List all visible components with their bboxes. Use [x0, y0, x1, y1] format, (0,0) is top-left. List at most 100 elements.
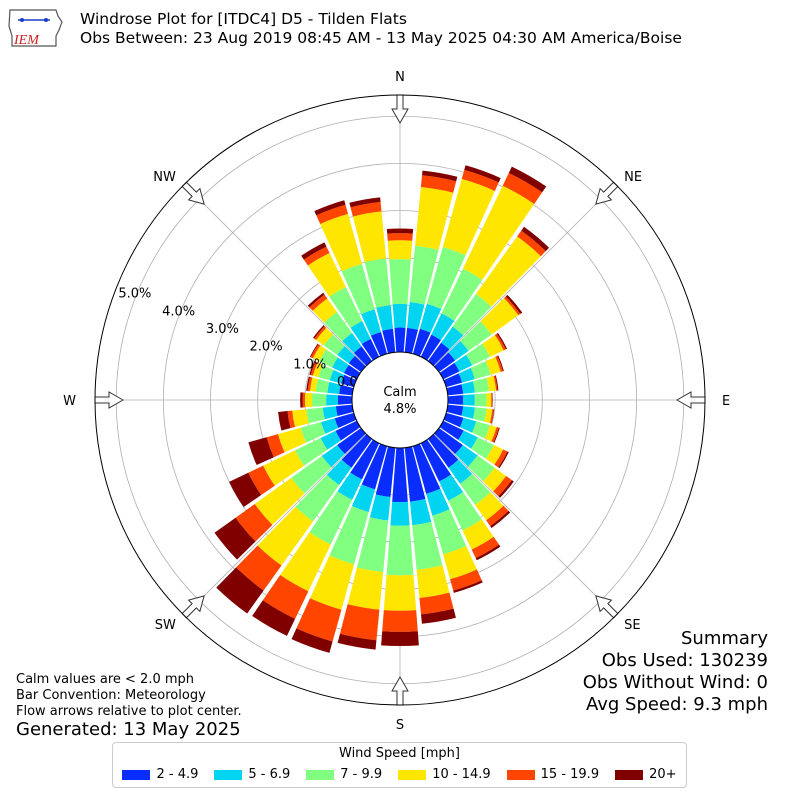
windrose-bar-segment [427, 434, 459, 468]
windrose-bar-segment [386, 525, 414, 576]
legend-swatch [122, 769, 151, 780]
windrose-bar-segment [455, 444, 478, 467]
notes-block: Calm values are < 2.0 mph Bar Convention… [16, 672, 242, 720]
compass-label: NE [624, 170, 642, 185]
legend-label: 7 - 9.9 [340, 767, 383, 782]
windrose-bar-segment [471, 437, 494, 459]
windrose-bar-segment [235, 503, 273, 542]
windrose-bar-segment [493, 475, 512, 497]
windrose-bar-segment [306, 376, 311, 391]
flow-arrow-icon [595, 181, 619, 205]
windrose-bar-segment [448, 341, 469, 361]
windrose-bar-segment [339, 384, 354, 396]
windrose-bar-segment [496, 332, 508, 350]
flow-arrow-icon [94, 391, 125, 409]
flow-arrow-icon [391, 94, 409, 125]
windrose-bar-segment [392, 447, 408, 503]
windrose-bar-segment [448, 459, 473, 484]
legend-label: 15 - 19.9 [540, 767, 600, 782]
windrose-bar-segment [461, 169, 499, 191]
windrose-bar-segment [475, 492, 504, 521]
legend-item: 15 - 19.9 [506, 767, 600, 782]
legend-swatch [615, 769, 644, 780]
windrose-bar-segment [452, 293, 492, 336]
windrose-bar-segment [462, 185, 535, 280]
summary-obs-used: Obs Used: 130239 [601, 650, 768, 671]
windrose-bar-segment [412, 521, 443, 570]
windrose-bar-segment [426, 247, 466, 310]
legend-label: 2 - 4.9 [156, 767, 199, 782]
windrose-bar-segment [491, 426, 499, 443]
windrose-bar-segment [470, 361, 491, 380]
legend-swatch [214, 769, 243, 780]
windrose-bar-segment [321, 444, 345, 468]
windrose-bar-segment [257, 506, 314, 566]
windrose-bar-segment [419, 592, 454, 615]
radial-tick-label: 3.0% [206, 322, 239, 337]
windrose-bar-segment [416, 565, 450, 598]
windrose-bar-segment [434, 352, 456, 373]
windrose-bar-segment [307, 376, 313, 392]
flow-arrow-icon [675, 391, 706, 409]
windrose-bar-segment [441, 268, 483, 321]
windrose-bar-segment [490, 510, 511, 528]
windrose-bar-segment [370, 331, 388, 357]
windrose-bar-segment [409, 245, 439, 305]
windrose-bar-segment [443, 545, 477, 580]
windrose-bar-segment [493, 375, 498, 391]
iem-logo: IEM [6, 6, 64, 50]
windrose-bar-segment [392, 303, 408, 328]
windrose-bar-segment [309, 294, 328, 311]
calm-value: 4.8% [383, 402, 416, 417]
windrose-bar-segment [491, 409, 495, 424]
grid-spoke [184, 184, 367, 367]
windrose-bar-segment [493, 427, 500, 443]
windrose-bar-segment [382, 610, 418, 632]
windrose-bar-segment [494, 449, 508, 468]
windrose-bar-segment [262, 575, 309, 619]
windrose-bar-segment [432, 509, 467, 555]
grid-spoke [433, 433, 616, 616]
title-line-1: Windrose Plot for [ITDC4] D5 - Tilden Fl… [80, 10, 407, 28]
windrose-bar-segment [216, 567, 264, 614]
windrose-bar-segment [291, 455, 332, 494]
windrose-bar-segment [462, 394, 475, 406]
windrose-bar-segment [471, 536, 500, 559]
title-line-2: Obs Between: 23 Aug 2019 08:45 AM - 13 M… [80, 29, 682, 47]
windrose-bar-segment [313, 325, 325, 339]
windrose-bar-segment [480, 298, 519, 335]
windrose-bar-segment [292, 409, 309, 427]
windrose-bar-segment [312, 298, 337, 323]
windrose-bar-segment [351, 484, 376, 513]
windrose-bar-segment [521, 226, 550, 252]
windrose-bar-segment [329, 286, 363, 328]
windrose-bar-segment [486, 505, 509, 527]
windrose-bar-segment [311, 393, 327, 407]
windrose-bar-segment [434, 427, 463, 455]
windrose-bar-segment [326, 459, 352, 486]
legend-swatch [506, 769, 535, 780]
windrose-bar-segment [453, 580, 483, 593]
windrose-bar-segment [495, 355, 504, 372]
windrose-bar-segment [446, 404, 464, 416]
windrose-bar-segment [369, 494, 391, 521]
generated-date: Generated: 13 May 2025 [16, 719, 241, 740]
legend-item: 10 - 14.9 [398, 767, 491, 782]
windrose-bar-segment [353, 346, 373, 366]
windrose-bar-segment [310, 555, 355, 610]
windrose-bar-segment [421, 608, 456, 624]
windrose-bar-segment [407, 302, 425, 330]
windrose-bar-segment [474, 393, 487, 407]
windrose-bar-segment [422, 170, 458, 182]
flow-arrow-icon [181, 181, 205, 205]
windrose-bar-segment [301, 242, 327, 260]
windrose-bar-segment [324, 311, 353, 342]
windrose-bar-segment [461, 381, 475, 394]
windrose-bar-segment [420, 439, 452, 482]
windrose-bar-segment [349, 197, 381, 208]
windrose-bar-segment [309, 361, 316, 376]
windrose-bar-segment [482, 335, 504, 357]
windrose-bar-segment [454, 354, 473, 372]
windrose-bar-segment [321, 418, 339, 434]
